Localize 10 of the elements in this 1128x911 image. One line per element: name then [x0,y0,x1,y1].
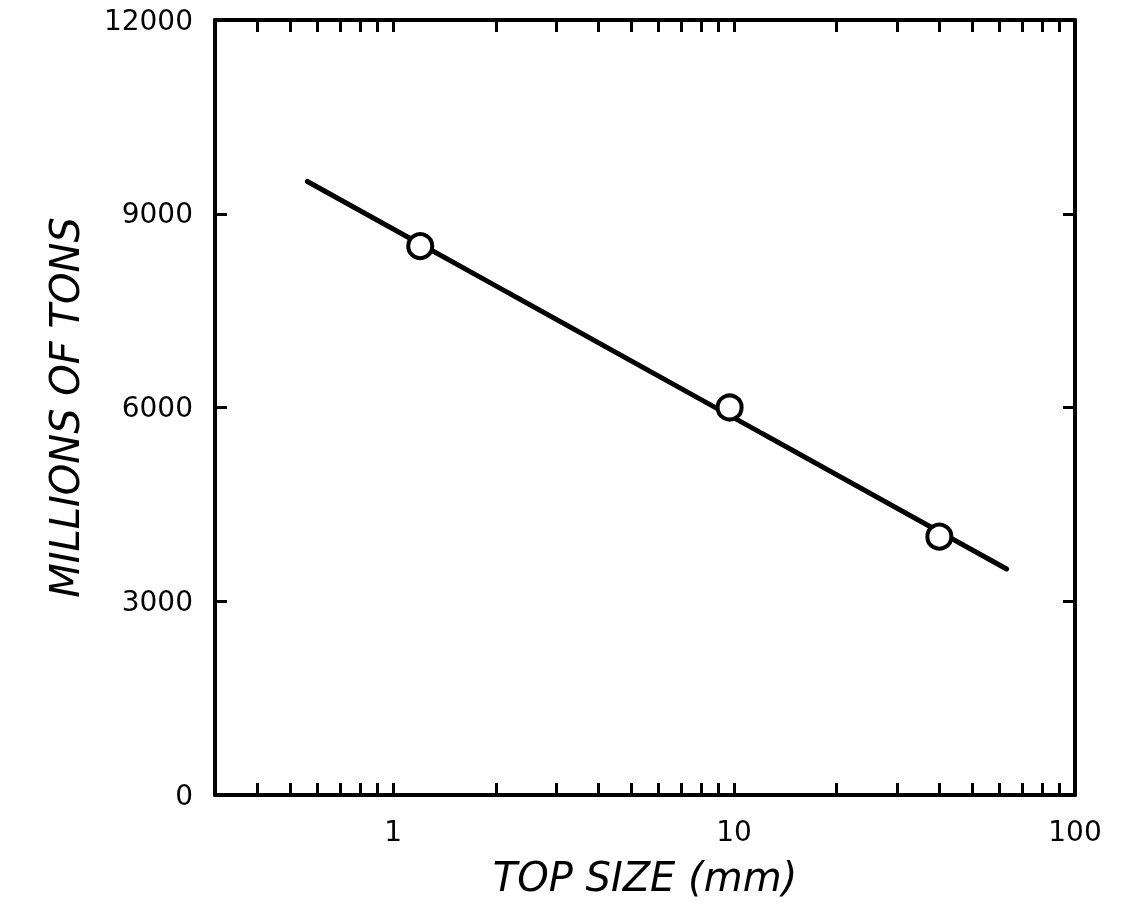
x-tick-label: 1 [384,814,403,848]
y-tick-label: 9000 [121,197,193,231]
y-axis-title: MILLIONS OF TONS [42,217,88,598]
x-tick-label: 10 [716,814,752,848]
x-tick-label: 100 [1048,814,1102,848]
y-tick-label: 3000 [121,584,193,618]
x-axis-title: TOP SIZE (mm) [492,854,798,900]
y-tick-label: 12000 [103,3,193,37]
y-tick-label: 6000 [121,391,193,424]
y-tick-label: 0 [175,778,193,812]
